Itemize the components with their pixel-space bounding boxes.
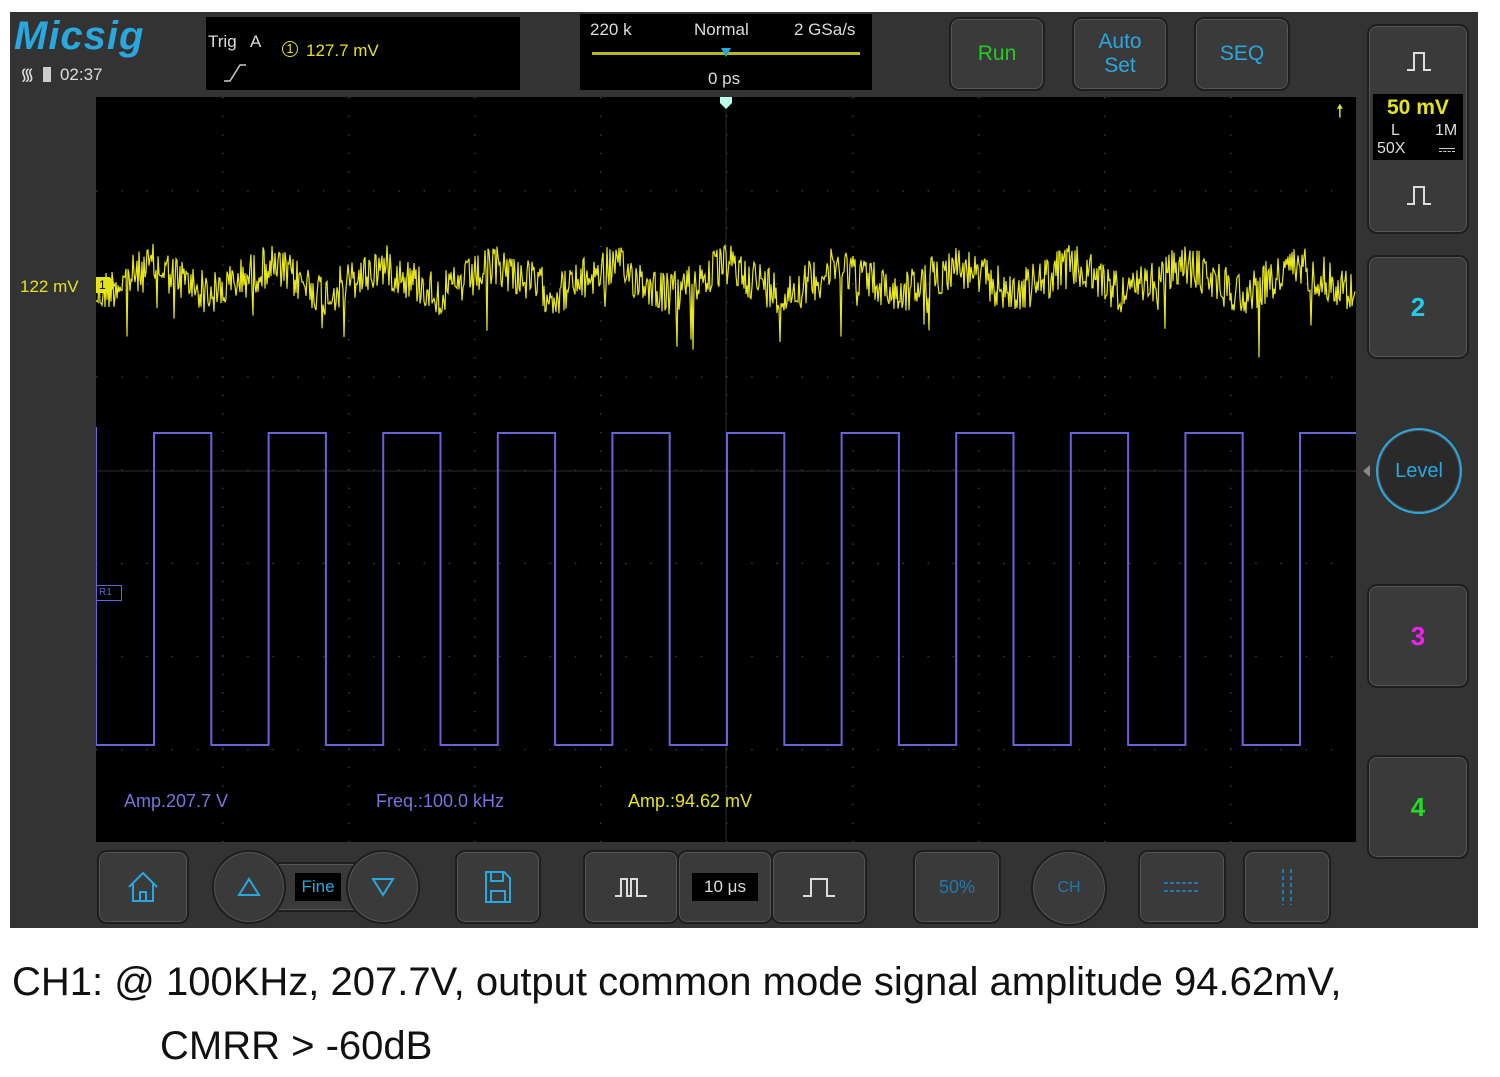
ch1-probe: 50X [1377, 140, 1406, 157]
caption-line-1: CH1: @ 100KHz, 207.7V, output common mod… [12, 960, 1342, 1004]
level-pointer-icon [1363, 465, 1370, 477]
horizontal-cursor-icon [1164, 882, 1200, 892]
trigger-position-marker[interactable] [720, 97, 732, 109]
trigger-panel[interactable]: Trig A 1 127.7 mV [206, 17, 520, 90]
position-marker[interactable] [721, 48, 731, 57]
battery-icon [43, 67, 52, 82]
seq-button[interactable]: SEQ [1194, 17, 1290, 91]
auto-set-label: Auto [1098, 30, 1142, 53]
grid-dots [96, 97, 1333, 843]
horizontal-cursor-button[interactable] [1138, 850, 1226, 924]
status-bar: ᯾ 02:37 [20, 62, 102, 85]
waveform-display[interactable]: 1 R1 🠕 Amp.207.7 V Freq.:100.0 kHz Amp.:… [95, 97, 1356, 843]
narrow-pulse-icon [615, 878, 647, 897]
triangle-up-icon [237, 877, 261, 896]
trigger-channel-badge: 1 [282, 41, 298, 57]
home-button[interactable] [97, 850, 189, 924]
brand-logo: Micsig [14, 14, 145, 58]
measurement-amp-ch1: Amp.:94.62 mV [628, 791, 753, 811]
timebase-decrease-button[interactable] [583, 850, 679, 924]
clock: 02:37 [59, 65, 103, 84]
ch1-trace [95, 243, 1356, 358]
auto-set-button[interactable]: Auto Set [1072, 17, 1168, 91]
ch1-scale: 50 mV [1387, 96, 1449, 119]
ch3-button[interactable]: 3 [1367, 584, 1469, 688]
horizontal-position: 0 ps [708, 69, 741, 88]
up-button[interactable] [212, 850, 286, 924]
trigger-level: 127.7 mV [306, 41, 379, 60]
ch1-offset-label: 122 mV [20, 277, 79, 296]
ch1-impedance: 1M [1435, 122, 1458, 139]
triangle-down-icon [371, 878, 395, 897]
pulse-icon [1407, 52, 1431, 71]
level-knob[interactable]: Level [1376, 428, 1462, 514]
vertical-cursor-button[interactable] [1243, 850, 1331, 924]
pulse-icon [1407, 186, 1431, 205]
timebase-display[interactable]: 10 μs [677, 850, 773, 924]
home-icon [128, 871, 158, 902]
down-button[interactable] [346, 850, 420, 924]
rising-edge-icon [224, 64, 246, 82]
ref-trace [95, 427, 1356, 746]
dc-coupling-icon [1439, 148, 1455, 152]
channel-select-button[interactable]: CH [1031, 850, 1107, 926]
timebase-increase-button[interactable] [771, 850, 867, 924]
ch1-settings: 50 mV L 1M 50X [1373, 94, 1463, 160]
trigger-source: A [250, 32, 262, 51]
vertical-cursor-icon [1282, 869, 1292, 905]
run-button[interactable]: Run [949, 17, 1045, 91]
wide-pulse-icon [803, 878, 835, 897]
measurement-freq: Freq.:100.0 kHz [376, 791, 505, 811]
acquisition-panel[interactable]: 220 k Normal 2 GSa/s 0 ps [580, 14, 872, 90]
memory-depth: 220 k [590, 20, 632, 39]
auto-set-label: Set [1104, 54, 1136, 77]
wifi-icon: ᯾ [20, 65, 35, 84]
ch4-button[interactable]: 4 [1367, 755, 1469, 859]
save-button[interactable] [455, 850, 541, 924]
ch1-coupling: L [1391, 122, 1400, 139]
ref-marker[interactable]: R1 [96, 585, 122, 601]
ch2-button[interactable]: 2 [1367, 255, 1469, 359]
save-icon [485, 871, 511, 903]
caption-line-2: CMRR > -60dB [160, 1024, 433, 1068]
ch1-panel[interactable]: 50 mV L 1M 50X [1367, 24, 1469, 234]
fine-label: Fine [295, 873, 341, 901]
waveform-canvas [95, 97, 1356, 843]
trigger-label: Trig [208, 32, 237, 51]
ch1-marker[interactable]: 1 [96, 277, 116, 293]
trigger-level-arrow-icon: 🠕 [1336, 101, 1344, 121]
acquisition-mode: Normal [694, 20, 749, 39]
measurement-amp-ref: Amp.207.7 V [124, 791, 229, 811]
fifty-percent-button[interactable]: 50% [913, 850, 1001, 924]
sample-rate: 2 GSa/s [794, 20, 856, 39]
timebase-value: 10 μs [692, 873, 758, 901]
